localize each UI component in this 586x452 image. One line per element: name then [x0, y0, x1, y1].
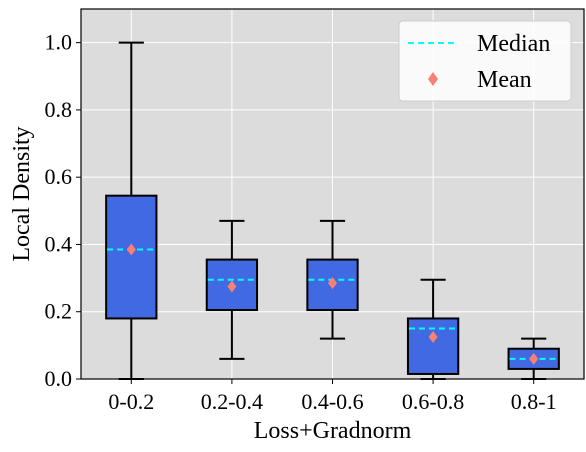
boxes-layer [105, 41, 560, 380]
box-group-0.8-1 [507, 337, 560, 380]
y-tick-label: 0.4 [45, 231, 73, 256]
box-group-0-0.2 [105, 41, 158, 380]
y-tick-label: 1.0 [45, 30, 73, 55]
x-tick-label: 0.2-0.4 [201, 389, 263, 414]
legend-mean-label: Mean [477, 67, 532, 93]
legend-median-label: Median [477, 31, 550, 57]
y-tick-label: 0.2 [45, 299, 73, 324]
box-group-0.2-0.4 [205, 219, 259, 360]
x-tick-label: 0.6-0.8 [402, 389, 464, 414]
box-group-0.6-0.8 [406, 278, 460, 380]
mean-marker [126, 243, 136, 256]
legend-mean-marker [428, 72, 438, 86]
y-axis-ticks: 0.0 0.2 0.4 0.6 0.8 1.0 [45, 30, 81, 391]
mean-marker [328, 277, 337, 290]
iqr-box [406, 317, 460, 375]
x-tick-label: 0.8-1 [511, 389, 557, 414]
iqr-box [105, 194, 158, 320]
y-tick-label: 0.6 [45, 164, 73, 189]
legend: Median Mean [398, 20, 572, 102]
y-tick-label: 0.0 [45, 366, 73, 391]
mean-marker [529, 352, 539, 365]
y-tick-label: 0.8 [45, 97, 73, 122]
y-axis-label: Local Density [9, 126, 35, 261]
box-group-0.4-0.6 [306, 219, 359, 340]
x-axis-label: Loss+Gradnorm [254, 418, 412, 444]
mean-marker [227, 280, 237, 293]
x-tick-label: 0.4-0.6 [301, 389, 363, 414]
legend-box [398, 20, 572, 102]
mean-marker [428, 330, 438, 343]
x-axis-ticks: 0-0.2 0.2-0.4 0.4-0.6 0.6-0.8 0.8-1 [108, 379, 557, 414]
x-tick-label: 0-0.2 [108, 389, 154, 414]
